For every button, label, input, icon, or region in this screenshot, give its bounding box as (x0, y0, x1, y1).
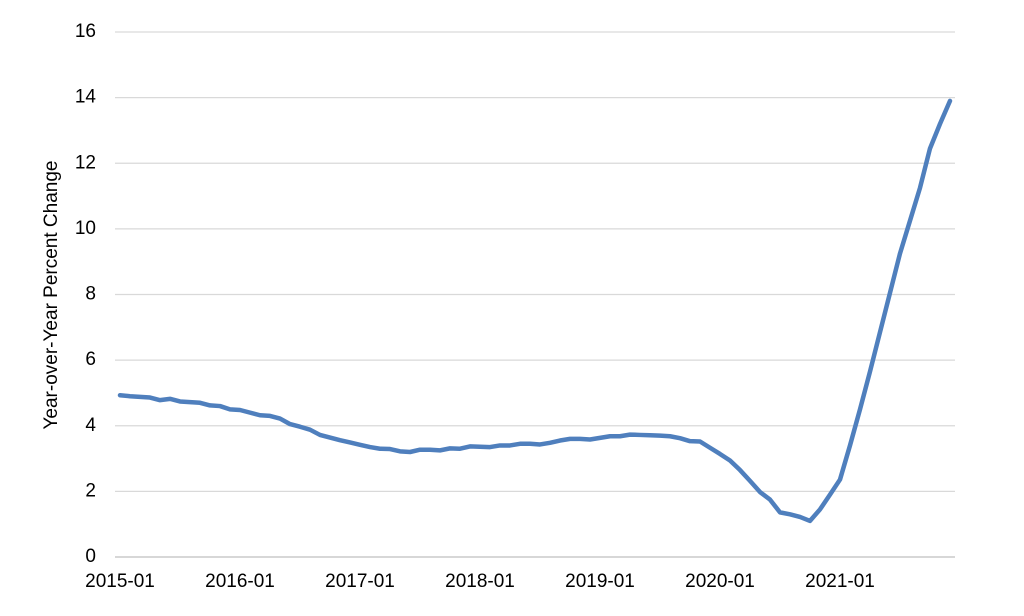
y-tick-label: 10 (75, 218, 96, 239)
y-tick-label: 2 (85, 480, 96, 501)
y-axis-title: Year-over-Year Percent Change (41, 161, 62, 430)
line (117, 98, 953, 524)
y-tick-label: 16 (75, 21, 96, 42)
y-tick-label: 4 (85, 415, 96, 436)
x-tick-label: 2021-01 (805, 571, 875, 592)
x-tick-label: 2016-01 (205, 571, 275, 592)
x-tick-label: 2018-01 (445, 571, 515, 592)
x-tick-label: 2020-01 (685, 571, 755, 592)
y-tick-label: 14 (75, 87, 97, 108)
y-tick-label: 0 (85, 546, 96, 567)
y-tick-label: 6 (85, 349, 96, 370)
x-tick-label: 2019-01 (565, 571, 635, 592)
x-tick-label: 2017-01 (325, 571, 395, 592)
y-tick-label: 8 (85, 284, 96, 305)
y-tick-label: 12 (75, 152, 96, 173)
x-tick-label: 2015-01 (85, 571, 155, 592)
